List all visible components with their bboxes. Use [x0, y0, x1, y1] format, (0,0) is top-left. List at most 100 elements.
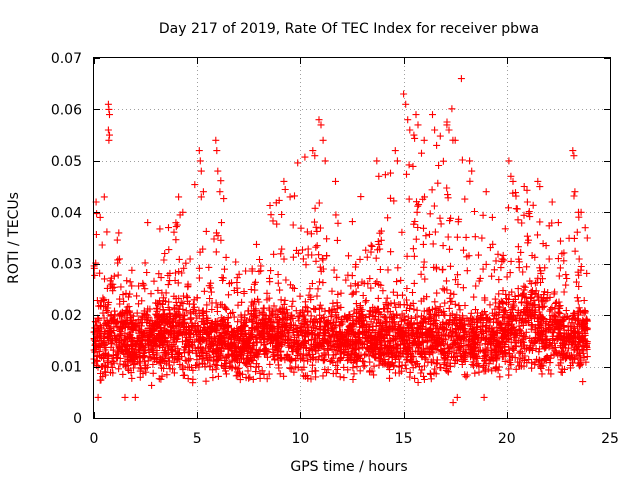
- roti-point: [209, 366, 217, 374]
- roti-point: [352, 261, 360, 268]
- roti-point: [334, 219, 342, 227]
- roti-point: [397, 349, 405, 357]
- roti-point: [154, 286, 162, 294]
- roti-point: [200, 287, 208, 295]
- roti-point: [252, 368, 260, 376]
- roti-point: [458, 156, 466, 164]
- roti-point: [575, 271, 583, 279]
- roti-point: [444, 194, 452, 202]
- roti-point: [265, 306, 273, 314]
- roti-point: [488, 309, 496, 317]
- roti-point: [582, 358, 590, 366]
- roti-point: [253, 360, 261, 368]
- roti-point: [237, 333, 244, 341]
- roti-point: [507, 352, 515, 360]
- roti-point: [531, 290, 539, 298]
- roti-point: [345, 348, 353, 356]
- roti-point: [484, 340, 492, 348]
- roti-point: [276, 354, 284, 362]
- roti-point: [401, 315, 409, 323]
- roti-point: [367, 338, 375, 346]
- roti-point: [269, 217, 277, 225]
- roti-point: [384, 308, 392, 316]
- roti-point: [312, 344, 320, 352]
- roti-point: [419, 195, 427, 203]
- roti-point: [470, 293, 478, 301]
- roti-point: [219, 277, 227, 284]
- roti-point: [168, 331, 176, 339]
- roti-point: [212, 365, 220, 373]
- roti-point: [401, 361, 409, 369]
- roti-point: [397, 341, 404, 349]
- roti-point: [150, 277, 158, 285]
- roti-point: [431, 126, 439, 134]
- roti-point: [535, 348, 543, 356]
- roti-point: [462, 337, 470, 345]
- roti-point: [538, 314, 546, 322]
- roti-point: [557, 237, 564, 245]
- roti-point: [312, 223, 320, 231]
- roti-point: [577, 208, 585, 216]
- roti-point: [560, 288, 568, 296]
- roti-point: [212, 327, 220, 335]
- roti-point: [258, 367, 266, 375]
- roti-point: [562, 307, 570, 314]
- y-tick-label: 0: [73, 411, 82, 427]
- roti-point: [340, 363, 348, 371]
- roti-point: [139, 370, 147, 378]
- roti-point: [119, 291, 127, 299]
- roti-point: [266, 333, 274, 341]
- roti-point: [111, 307, 118, 315]
- roti-point: [289, 284, 297, 292]
- roti-point: [315, 251, 323, 259]
- roti-point: [474, 309, 481, 317]
- roti-point: [474, 360, 482, 367]
- roti-point: [486, 244, 494, 252]
- roti-point: [448, 310, 456, 318]
- roti-point: [256, 334, 264, 342]
- roti-point: [312, 356, 320, 364]
- roti-point: [264, 331, 272, 339]
- roti-point: [240, 289, 248, 297]
- roti-point: [352, 300, 360, 308]
- roti-point: [315, 116, 323, 124]
- roti-point: [455, 302, 463, 310]
- roti-point: [309, 340, 317, 348]
- roti-point: [347, 282, 355, 290]
- roti-point: [460, 329, 468, 337]
- roti-point: [528, 321, 535, 329]
- roti-point: [91, 348, 99, 356]
- roti-point: [341, 349, 349, 357]
- roti-point: [202, 377, 210, 385]
- roti-point: [162, 346, 169, 354]
- roti-point: [344, 315, 351, 323]
- roti-point: [345, 330, 353, 338]
- roti-point: [558, 250, 566, 258]
- roti-point: [448, 105, 456, 113]
- roti-point: [130, 364, 137, 372]
- roti-point: [408, 348, 416, 356]
- roti-point: [181, 330, 189, 338]
- roti-point: [581, 224, 589, 232]
- roti-point: [498, 353, 506, 361]
- roti-point: [298, 354, 306, 362]
- roti-point: [289, 253, 297, 261]
- roti-point: [471, 341, 479, 349]
- roti-point: [510, 312, 517, 320]
- roti-point: [174, 279, 182, 287]
- roti-point: [550, 329, 557, 337]
- roti-point: [225, 291, 232, 299]
- roti-point: [240, 321, 248, 329]
- roti-point: [95, 302, 103, 310]
- roti-point: [133, 340, 141, 348]
- roti-point: [440, 348, 448, 356]
- roti-point: [517, 299, 525, 307]
- roti-point: [581, 307, 589, 315]
- roti-point: [269, 324, 277, 332]
- roti-point: [104, 363, 112, 371]
- roti-point: [534, 177, 542, 185]
- roti-point: [274, 271, 282, 278]
- roti-point: [106, 111, 113, 119]
- roti-point: [264, 347, 272, 355]
- roti-point: [523, 232, 531, 240]
